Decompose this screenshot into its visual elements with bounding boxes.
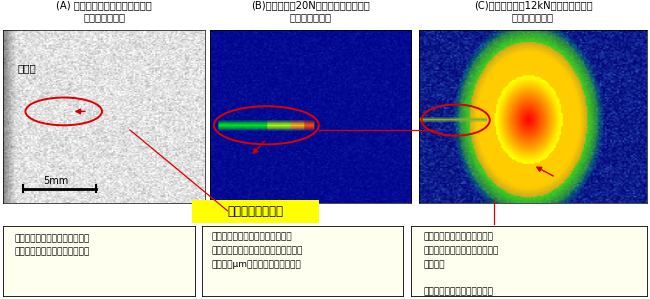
Text: (B)負荷小　（20N）　の応力発光画像: (B)負荷小 （20N） の応力発光画像 — [252, 1, 370, 10]
Text: 5mm: 5mm — [44, 176, 69, 186]
Text: （擬似色表示）: （擬似色表示） — [512, 12, 554, 22]
Text: (C)　負荷大　（12kN）　の発光画像: (C) 負荷大 （12kN） の発光画像 — [474, 1, 592, 10]
Text: 亀裂の発生した所: 亀裂の発生した所 — [227, 205, 283, 218]
Text: ・目視のできない疲労亀裂発生
・題微鏡観察で亀裂進展を確認: ・目視のできない疲労亀裂発生 ・題微鏡観察で亀裂進展を確認 — [15, 234, 90, 257]
Text: ・亀裂の先端応力場の異常大
・負荷条件では亀裂の進展大・
危険度大

赤の領域は危険な応力レベル
による発光: ・亀裂の先端応力場の異常大 ・負荷条件では亀裂の進展大・ 危険度大 赤の領域は危… — [423, 233, 499, 299]
Text: （擬似色表示）: （擬似色表示） — [290, 12, 332, 22]
Text: を塗布した外観: を塗布した外観 — [83, 12, 125, 22]
Text: (A) 疲労亀裂発生後に応力発光膜: (A) 疲労亀裂発生後に応力発光膜 — [56, 1, 152, 10]
Text: 発光膜: 発光膜 — [18, 63, 36, 74]
Text: ・亀裂の先端に応力場の異常ない
・負荷条件では安定な亀裂・危険度小
・実寸幅μmの疲労亀裂を一目瞭然: ・亀裂の先端に応力場の異常ない ・負荷条件では安定な亀裂・危険度小 ・実寸幅μm… — [211, 233, 303, 269]
